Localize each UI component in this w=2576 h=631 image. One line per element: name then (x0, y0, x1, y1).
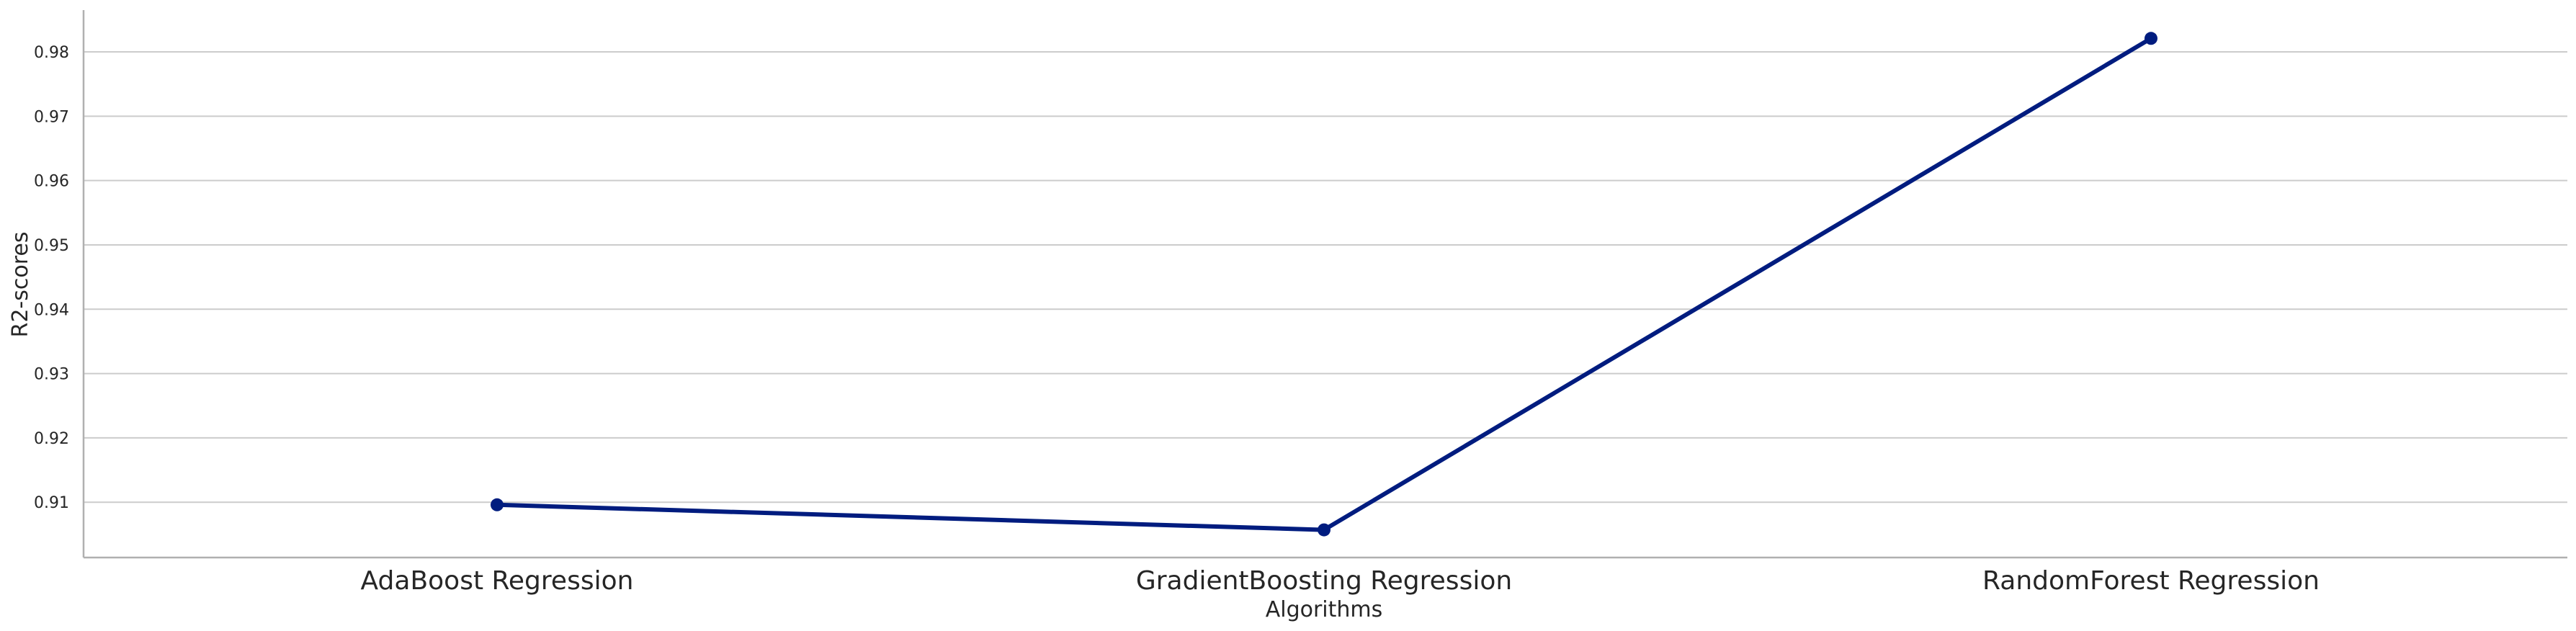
data-point (1318, 523, 1331, 537)
y-tick-label: 0.91 (34, 494, 69, 512)
series-line (495, 36, 2153, 532)
x-axis-title: Algorithms (1266, 597, 1383, 622)
y-tick-label: 0.98 (34, 44, 69, 62)
y-tick-labels: 0.91 0.92 0.93 0.94 0.95 0.96 0.97 0.98 (34, 44, 69, 512)
data-point (491, 498, 504, 511)
y-tick-label: 0.94 (34, 301, 69, 319)
y-tick-label: 0.95 (34, 237, 69, 255)
data-point (2145, 32, 2157, 45)
axes (82, 10, 2567, 559)
y-tick-label: 0.92 (34, 430, 69, 448)
series (491, 32, 2157, 537)
x-tick-labels: AdaBoost Regression GradientBoosting Regr… (361, 566, 2320, 596)
y-axis-title: R2-scores (8, 232, 33, 338)
x-tick-label: GradientBoosting Regression (1136, 566, 1512, 596)
y-tick-label: 0.93 (34, 366, 69, 384)
y-tick-label: 0.97 (34, 108, 69, 126)
y-tick-label: 0.96 (34, 173, 69, 191)
x-tick-label: RandomForest Regression (1982, 566, 2320, 596)
x-tick-label: AdaBoost Regression (361, 566, 634, 596)
grid-lines (84, 51, 2567, 504)
